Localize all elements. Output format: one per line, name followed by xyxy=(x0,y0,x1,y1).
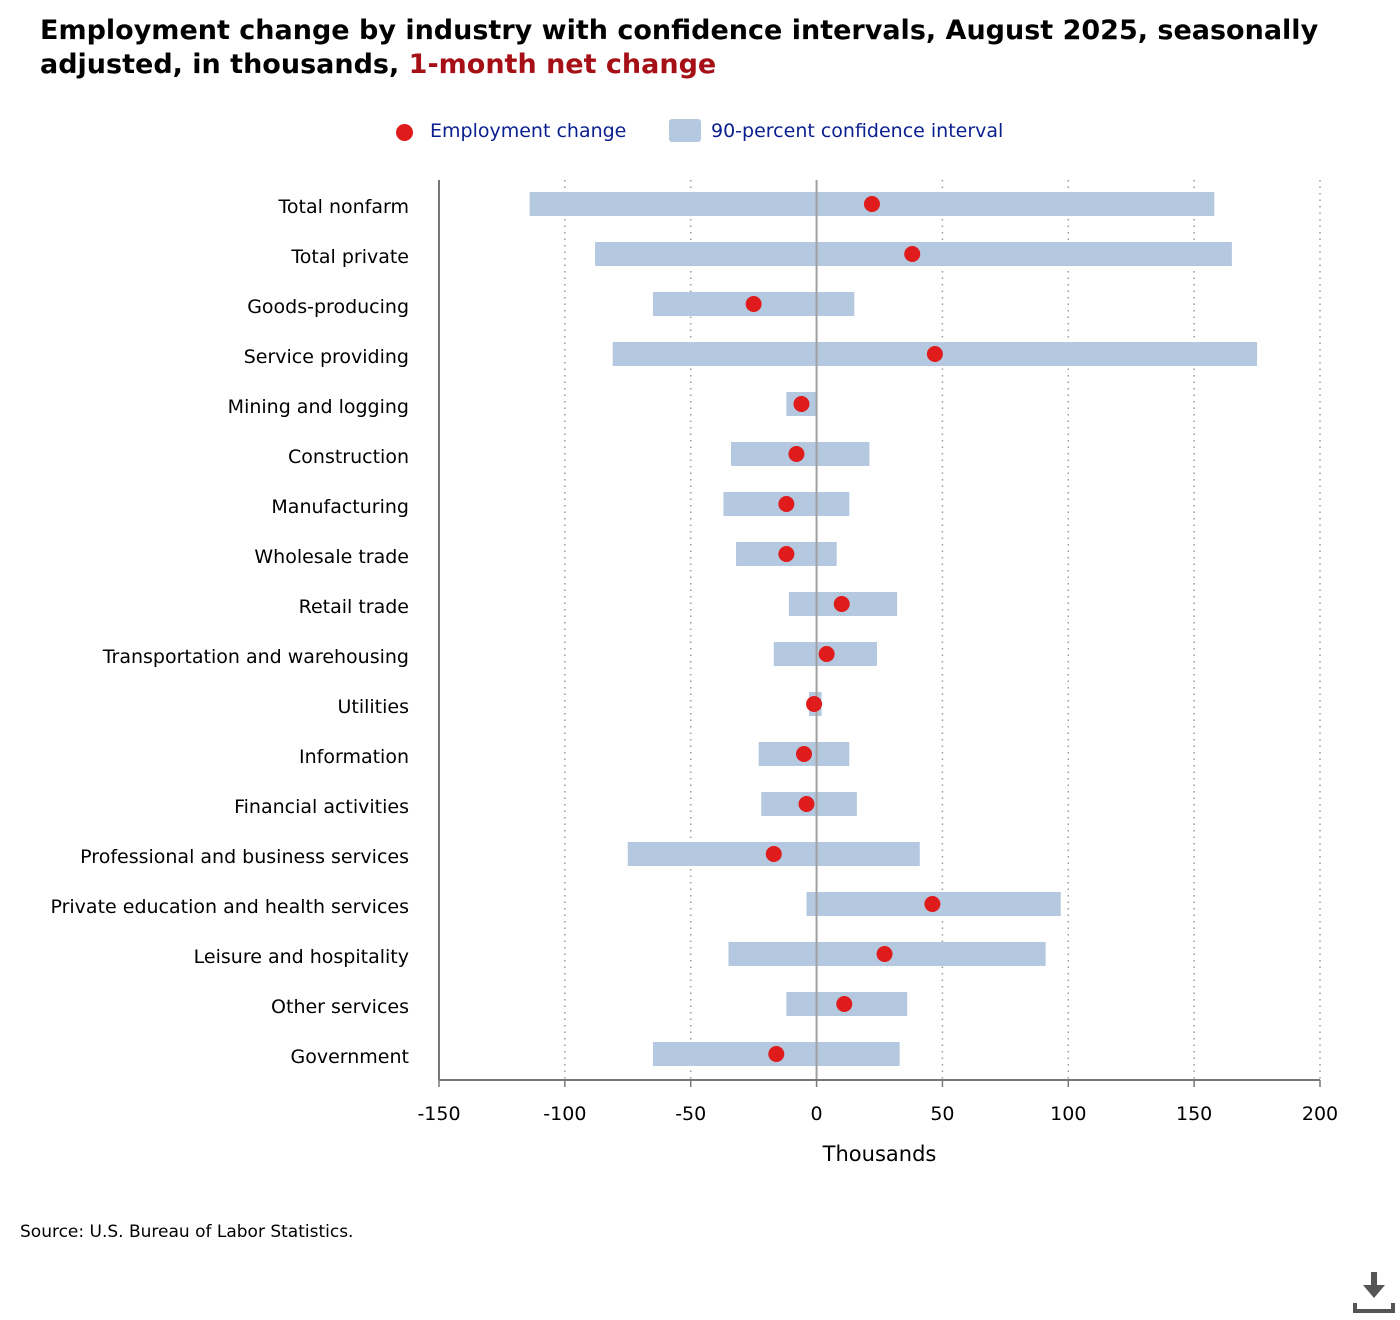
category-label: Wholesale trade xyxy=(254,546,409,568)
data-point xyxy=(904,246,921,262)
category-label: Goods-producing xyxy=(247,296,409,318)
category-label: Financial activities xyxy=(234,796,409,818)
chart-title-highlight: 1-month net change xyxy=(408,49,717,80)
legend-point-marker xyxy=(396,124,413,141)
category-label: Retail trade xyxy=(299,596,409,618)
x-tick-label: 200 xyxy=(1302,1103,1338,1125)
category-label: Information xyxy=(299,746,409,768)
chart-title-main: Employment change by industry with confi… xyxy=(40,15,1319,80)
category-label: Transportation and warehousing xyxy=(102,646,409,668)
x-tick-label: 100 xyxy=(1050,1103,1086,1125)
category-label: Mining and logging xyxy=(228,396,409,418)
data-point xyxy=(778,546,795,562)
data-point xyxy=(924,896,941,912)
x-tick-label: 150 xyxy=(1176,1103,1212,1125)
data-point xyxy=(795,746,812,762)
data-point xyxy=(836,996,853,1012)
chart-title: Employment change by industry with confi… xyxy=(40,14,1340,82)
category-label: Total private xyxy=(290,246,409,268)
category-label: Utilities xyxy=(337,696,409,718)
x-tick-label: -150 xyxy=(417,1103,460,1125)
x-tick-label: -50 xyxy=(675,1103,706,1125)
category-label: Leisure and hospitality xyxy=(194,946,409,968)
data-point xyxy=(818,646,835,662)
x-tick-label: 50 xyxy=(930,1103,954,1125)
category-label: Manufacturing xyxy=(271,496,409,518)
data-point xyxy=(863,196,880,212)
category-label: Other services xyxy=(271,996,409,1018)
source-note: Source: U.S. Bureau of Labor Statistics. xyxy=(20,1222,354,1242)
legend-interval-swatch xyxy=(669,119,701,142)
chart-area: Total nonfarm Total private Goods-producin… xyxy=(50,180,1338,1166)
data-point xyxy=(768,1046,785,1062)
data-point xyxy=(778,496,795,512)
data-point xyxy=(806,696,823,712)
data-point xyxy=(765,846,782,862)
category-label: Private education and health services xyxy=(50,896,409,918)
data-point xyxy=(798,796,815,812)
legend-interval-label: 90-percent confidence interval xyxy=(711,120,1004,142)
legend-point-label: Employment change xyxy=(430,120,627,142)
data-point xyxy=(833,596,850,612)
x-tick-label: -100 xyxy=(543,1103,586,1125)
data-point xyxy=(793,396,810,412)
category-label: Professional and business services xyxy=(80,846,409,868)
category-label: Total nonfarm xyxy=(278,196,409,218)
category-label: Construction xyxy=(288,446,409,468)
data-point xyxy=(745,296,762,312)
download-icon-graphic xyxy=(1353,1272,1395,1313)
data-point xyxy=(876,946,893,962)
data-point xyxy=(926,346,943,362)
x-tick-label: 0 xyxy=(811,1103,823,1125)
category-label: Service providing xyxy=(244,346,409,368)
x-axis-label: Thousands xyxy=(822,1142,937,1166)
legend: Employment change 90-percent confidence … xyxy=(0,116,1400,150)
category-label: Government xyxy=(291,1046,410,1068)
data-point xyxy=(788,446,805,462)
download-icon[interactable] xyxy=(1352,1270,1396,1314)
